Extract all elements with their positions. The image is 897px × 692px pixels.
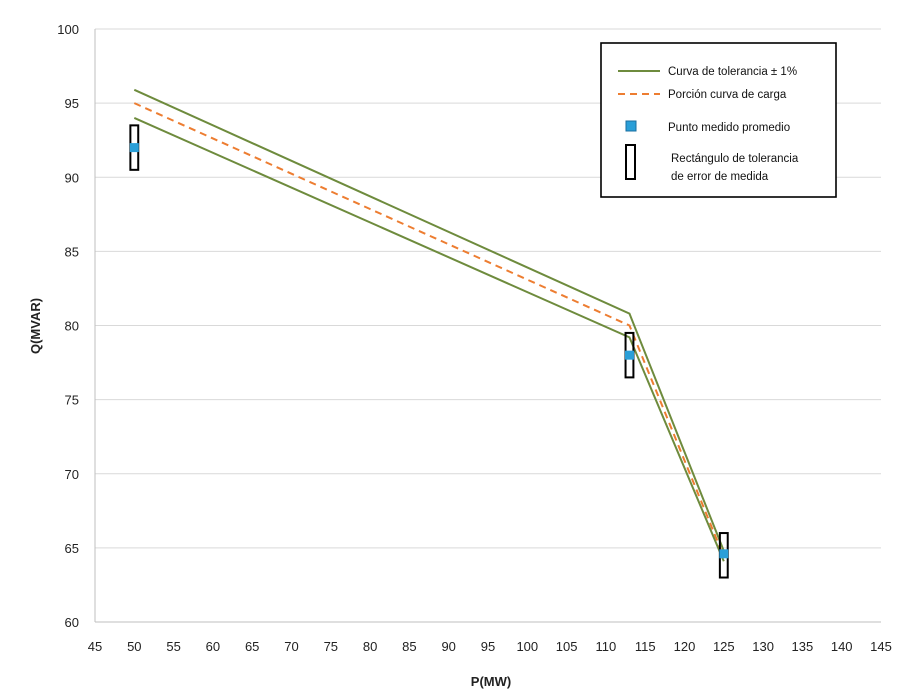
series-line-0 <box>133 88 725 552</box>
y-tick-label-70: 70 <box>65 467 79 482</box>
y-axis-title: Q(MVAR) <box>28 298 43 354</box>
x-tick-label-120: 120 <box>674 639 696 654</box>
series-lines <box>133 88 725 562</box>
grid-lines <box>95 28 881 549</box>
x-tick-label-105: 105 <box>556 639 578 654</box>
axes <box>94 29 881 623</box>
x-tick-label-85: 85 <box>402 639 416 654</box>
legend: Curva de tolerancia ± 1% Porción curva d… <box>600 42 837 198</box>
y-tick-label-90: 90 <box>65 170 79 185</box>
x-tick-label-50: 50 <box>127 639 141 654</box>
y-tick-label-80: 80 <box>65 319 79 334</box>
x-tick-label-145: 145 <box>870 639 892 654</box>
legend-label-tolerance-rectangle-line1: Rectángulo de tolerancia <box>671 153 799 165</box>
y-tick-label-60: 60 <box>65 615 79 630</box>
x-tick-label-80: 80 <box>363 639 377 654</box>
measured-points <box>129 143 729 559</box>
legend-box <box>600 42 837 198</box>
x-tick-label-55: 55 <box>166 639 180 654</box>
measured-point-1 <box>624 350 634 360</box>
y-tick-label-100: 100 <box>57 22 79 37</box>
x-tick-label-90: 90 <box>441 639 455 654</box>
y-tick-label-85: 85 <box>65 244 79 259</box>
x-axis-title: P(MW) <box>471 674 511 689</box>
y-tick-label-95: 95 <box>65 96 79 111</box>
legend-label-measured-point: Punto medido promedio <box>668 122 790 134</box>
legend-swatch-measured-point <box>625 120 637 132</box>
x-tick-label-135: 135 <box>792 639 814 654</box>
x-tick-label-95: 95 <box>481 639 495 654</box>
y-tick-label-65: 65 <box>65 541 79 556</box>
legend-label-load-curve: Porción curva de carga <box>668 89 787 101</box>
measured-point-2 <box>719 549 729 559</box>
x-tick-label-110: 110 <box>596 639 617 654</box>
x-tick-label-75: 75 <box>324 639 338 654</box>
x-tick-label-65: 65 <box>245 639 259 654</box>
x-tick-label-70: 70 <box>284 639 298 654</box>
x-tick-label-115: 115 <box>635 639 656 654</box>
legend-label-tolerance-rectangle-line2: de error de medida <box>671 171 769 183</box>
x-tick-label-140: 140 <box>831 639 853 654</box>
measured-point-0 <box>129 143 139 153</box>
x-tick-label-60: 60 <box>206 639 220 654</box>
y-tick-label-75: 75 <box>65 393 79 408</box>
x-tick-label-125: 125 <box>713 639 735 654</box>
legend-swatch-tolerance-rectangle <box>625 144 636 180</box>
tick-labels: 60 65 70 75 80 85 90 95 100 45 50 55 60 65 70 75 80 85 90 9… <box>57 22 892 654</box>
series-line-2 <box>133 102 725 558</box>
series-line-1 <box>133 117 725 562</box>
x-tick-label-130: 130 <box>752 639 774 654</box>
x-tick-label-45: 45 <box>88 639 102 654</box>
legend-label-tolerance-curve: Curva de tolerancia ± 1% <box>668 66 797 78</box>
x-tick-label-100: 100 <box>516 639 538 654</box>
